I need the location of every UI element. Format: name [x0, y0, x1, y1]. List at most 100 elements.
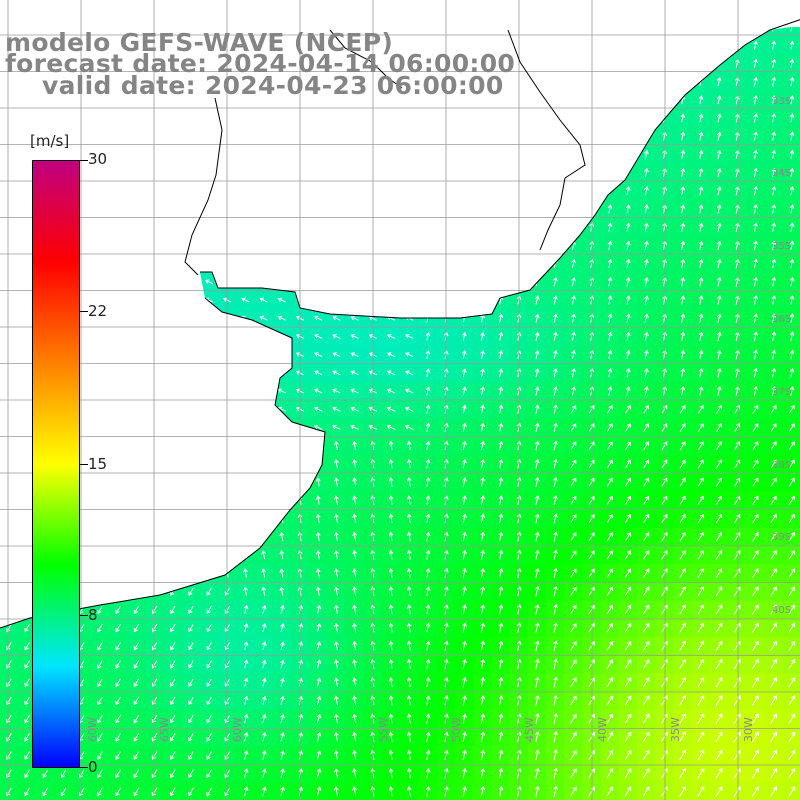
wind-arrow	[534, 113, 540, 123]
wind-speed-cell	[345, 127, 365, 147]
wind-arrow	[168, 352, 177, 358]
wind-arrow	[150, 206, 159, 212]
wind-arrow	[571, 186, 576, 196]
wind-speed-cell	[254, 345, 274, 365]
wind-speed-cell	[218, 418, 238, 438]
wind-speed-cell	[291, 236, 310, 256]
wind-speed-cell	[236, 254, 256, 274]
wind-arrow	[95, 424, 105, 430]
wind-speed-cell	[236, 218, 256, 238]
wind-speed-cell	[236, 436, 256, 456]
wind-speed-cell	[0, 418, 19, 438]
wind-speed-cell	[455, 200, 474, 219]
wind-arrow	[259, 242, 268, 248]
wind-arrow	[170, 568, 176, 578]
wind-speed-cell	[527, 145, 547, 165]
wind-arrow	[498, 131, 504, 141]
wind-speed-cell	[273, 0, 292, 19]
wind-arrow	[186, 424, 196, 430]
wind-speed-cell	[309, 254, 329, 274]
wind-speed-cell	[200, 364, 219, 383]
wind-speed-cell	[218, 163, 238, 183]
wind-arrow	[350, 279, 359, 285]
wind-speed-cell	[600, 163, 620, 183]
wind-arrow	[350, 115, 359, 121]
wind-arrow	[6, 459, 12, 469]
wind-arrow	[553, 149, 558, 159]
wind-arrow	[534, 222, 540, 232]
wind-speed-cell	[527, 54, 547, 74]
wind-speed-cell	[546, 127, 565, 147]
wind-arrow	[186, 261, 195, 267]
wind-speed-cell	[400, 273, 420, 292]
wind-arrow	[625, 113, 631, 123]
colorbar-tick	[80, 160, 88, 161]
wind-speed-cell	[182, 309, 201, 329]
wind-arrow	[22, 315, 32, 321]
wind-arrow	[405, 133, 414, 139]
wind-arrow	[168, 115, 177, 121]
wind-speed-cell	[782, 782, 800, 800]
wind-arrow	[168, 170, 177, 175]
wind-speed-cell	[491, 27, 511, 37]
wind-arrow	[150, 279, 159, 285]
wind-arrow	[79, 550, 85, 560]
wind-speed-cell	[109, 527, 128, 547]
wind-speed-cell	[382, 109, 401, 128]
wind-speed-cell	[491, 145, 511, 165]
wind-speed-cell	[546, 0, 565, 19]
wind-arrow	[206, 477, 212, 487]
wind-speed-cell	[254, 364, 274, 383]
wind-arrow	[133, 568, 139, 578]
wind-arrow	[152, 568, 157, 578]
wind-speed-cell	[163, 273, 183, 292]
wind-speed-cell	[127, 382, 147, 401]
colorbar-tick	[80, 311, 88, 312]
wind-arrow	[23, 170, 31, 175]
wind-speed-cell	[637, 72, 656, 92]
wind-speed-cell	[182, 109, 201, 128]
wind-speed-cell	[218, 364, 238, 383]
wind-arrow	[608, 27, 612, 32]
wind-speed-cell	[91, 327, 110, 347]
wind-arrow	[152, 440, 157, 451]
wind-arrow	[205, 170, 213, 175]
wind-arrow	[188, 495, 194, 505]
wind-arrow	[113, 261, 123, 267]
wind-arrow	[23, 261, 31, 266]
wind-arrow	[279, 477, 285, 487]
wind-arrow	[571, 149, 576, 159]
wind-speed-cell	[109, 127, 128, 147]
wind-arrow	[680, 40, 686, 50]
wind-arrow	[332, 188, 341, 194]
wind-arrow	[150, 315, 159, 321]
wind-arrow	[553, 168, 558, 178]
colorbar-tick	[80, 615, 88, 616]
wind-speed-cell	[291, 254, 310, 274]
wind-speed-cell	[109, 236, 128, 256]
wind-arrow	[462, 222, 467, 232]
wind-arrow	[4, 424, 13, 430]
wind-speed-cell	[200, 473, 219, 492]
wind-speed-cell	[200, 546, 219, 565]
wind-arrow	[350, 188, 359, 194]
wind-speed-cell	[145, 273, 165, 292]
wind-arrow	[534, 168, 540, 178]
wind-arrow	[113, 424, 123, 430]
wind-speed-cell	[728, 0, 747, 19]
wind-speed-cell	[600, 91, 620, 110]
wind-arrow	[699, 27, 703, 32]
wind-arrow	[204, 388, 214, 394]
wind-speed-cell	[291, 0, 310, 19]
wind-speed-cell	[0, 236, 19, 256]
wind-speed-cell	[163, 127, 183, 147]
wind-speed-cell	[491, 200, 511, 219]
wind-speed-cell	[163, 418, 183, 438]
wind-arrow	[553, 77, 558, 86]
wind-speed-cell	[491, 273, 511, 292]
wind-speed-cell	[254, 163, 274, 183]
wind-arrow	[23, 115, 31, 121]
wind-arrow	[78, 6, 86, 13]
wind-arrow	[241, 424, 250, 430]
